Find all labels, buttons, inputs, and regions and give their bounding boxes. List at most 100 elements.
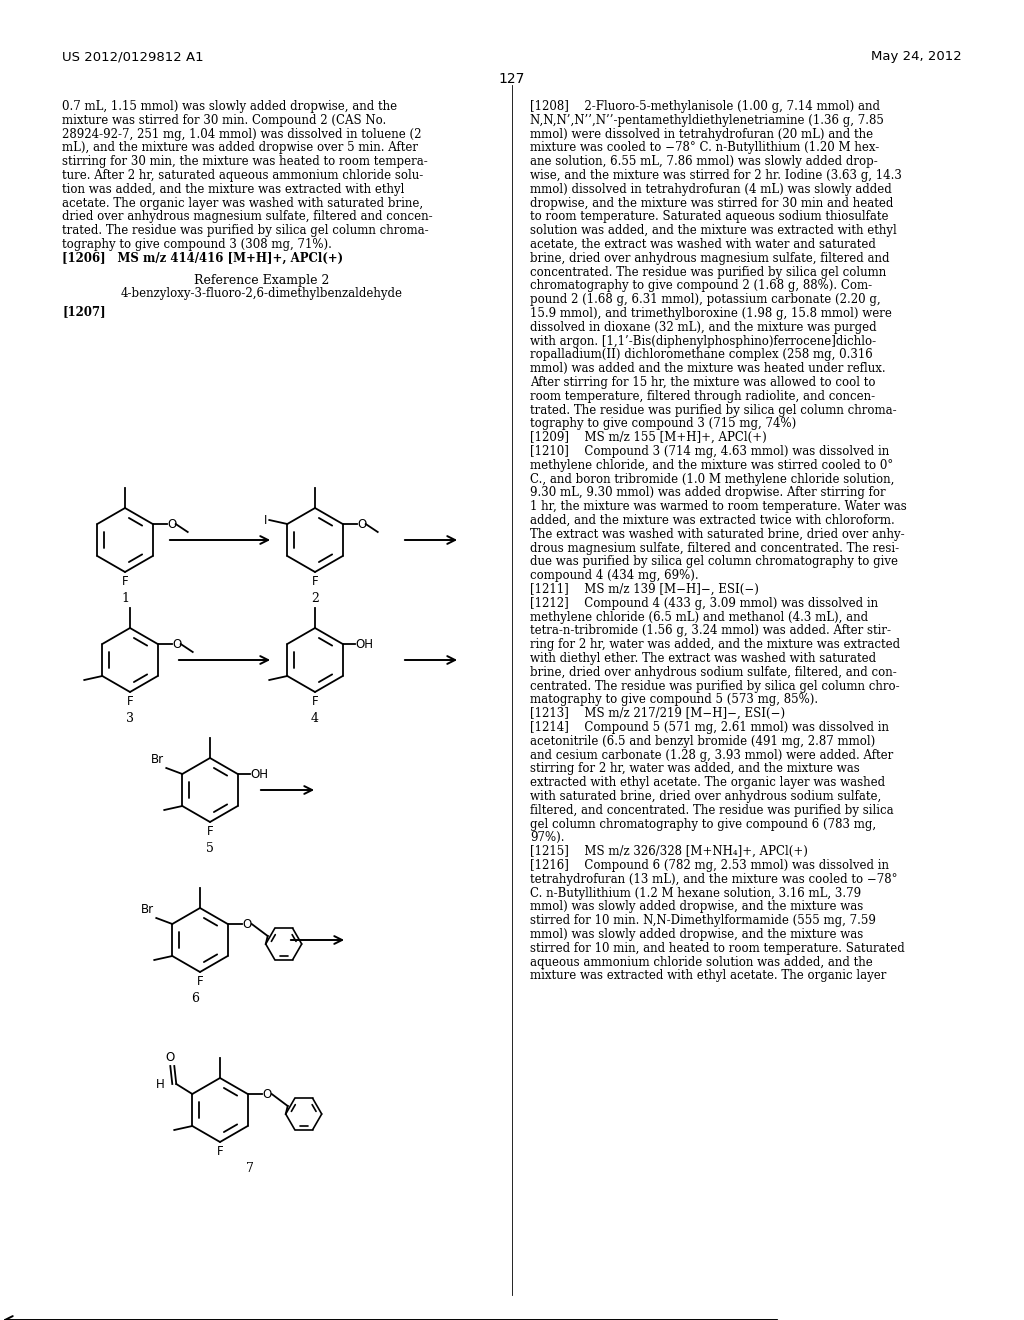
Text: After stirring for 15 hr, the mixture was allowed to cool to: After stirring for 15 hr, the mixture wa… <box>530 376 876 389</box>
Text: [1208]  2-Fluoro-5-methylanisole (1.00 g, 7.14 mmol) and: [1208] 2-Fluoro-5-methylanisole (1.00 g,… <box>530 100 880 114</box>
Text: OH: OH <box>251 767 268 780</box>
Text: with argon. [1,1’-Bis(diphenylphosphino)ferrocene]dichlo-: with argon. [1,1’-Bis(diphenylphosphino)… <box>530 334 877 347</box>
Text: tetra-n-tribromide (1.56 g, 3.24 mmol) was added. After stir-: tetra-n-tribromide (1.56 g, 3.24 mmol) w… <box>530 624 891 638</box>
Text: mL), and the mixture was added dropwise over 5 min. After: mL), and the mixture was added dropwise … <box>62 141 418 154</box>
Text: trated. The residue was purified by silica gel column chroma-: trated. The residue was purified by sili… <box>530 404 897 417</box>
Text: mixture was stirred for 30 min. Compound 2 (CAS No.: mixture was stirred for 30 min. Compound… <box>62 114 386 127</box>
Text: 97%).: 97%). <box>530 832 564 845</box>
Text: [1209]  MS m/z 155 [M+H]+, APCl(+): [1209] MS m/z 155 [M+H]+, APCl(+) <box>530 432 767 445</box>
Text: 9.30 mL, 9.30 mmol) was added dropwise. After stirring for: 9.30 mL, 9.30 mmol) was added dropwise. … <box>530 486 886 499</box>
Text: mmol) was added and the mixture was heated under reflux.: mmol) was added and the mixture was heat… <box>530 362 886 375</box>
Text: brine, dried over anhydrous sodium sulfate, filtered, and con-: brine, dried over anhydrous sodium sulfa… <box>530 665 897 678</box>
Text: brine, dried over anhydrous magnesium sulfate, filtered and: brine, dried over anhydrous magnesium su… <box>530 252 890 265</box>
Text: 4-benzyloxy-3-fluoro-2,6-dimethylbenzaldehyde: 4-benzyloxy-3-fluoro-2,6-dimethylbenzald… <box>121 288 403 301</box>
Text: wise, and the mixture was stirred for 2 hr. Iodine (3.63 g, 14.3: wise, and the mixture was stirred for 2 … <box>530 169 902 182</box>
Text: acetonitrile (6.5 and benzyl bromide (491 mg, 2.87 mmol): acetonitrile (6.5 and benzyl bromide (49… <box>530 735 876 748</box>
Text: [1206] MS m/z 414/416 [M+H]+, APCl(+): [1206] MS m/z 414/416 [M+H]+, APCl(+) <box>62 252 343 265</box>
Text: matography to give compound 5 (573 mg, 85%).: matography to give compound 5 (573 mg, 8… <box>530 693 818 706</box>
Text: [1211]  MS m/z 139 [M−H]−, ESI(−): [1211] MS m/z 139 [M−H]−, ESI(−) <box>530 583 759 597</box>
Text: F: F <box>122 576 128 587</box>
Text: filtered, and concentrated. The residue was purified by silica: filtered, and concentrated. The residue … <box>530 804 894 817</box>
Text: 1: 1 <box>121 591 129 605</box>
Text: acetate. The organic layer was washed with saturated brine,: acetate. The organic layer was washed wi… <box>62 197 423 210</box>
Text: O: O <box>166 1051 175 1064</box>
Text: O: O <box>263 1088 272 1101</box>
Text: 127: 127 <box>499 73 525 86</box>
Text: [1210]  Compound 3 (714 mg, 4.63 mmol) was dissolved in: [1210] Compound 3 (714 mg, 4.63 mmol) wa… <box>530 445 889 458</box>
Text: tetrahydrofuran (13 mL), and the mixture was cooled to −78°: tetrahydrofuran (13 mL), and the mixture… <box>530 873 897 886</box>
Text: F: F <box>311 696 318 708</box>
Text: methylene chloride, and the mixture was stirred cooled to 0°: methylene chloride, and the mixture was … <box>530 459 893 471</box>
Text: May 24, 2012: May 24, 2012 <box>871 50 962 63</box>
Text: ane solution, 6.55 mL, 7.86 mmol) was slowly added drop-: ane solution, 6.55 mL, 7.86 mmol) was sl… <box>530 156 878 168</box>
Text: F: F <box>197 975 204 987</box>
Text: 1 hr, the mixture was warmed to room temperature. Water was: 1 hr, the mixture was warmed to room tem… <box>530 500 906 513</box>
Text: dried over anhydrous magnesium sulfate, filtered and concen-: dried over anhydrous magnesium sulfate, … <box>62 210 432 223</box>
Text: F: F <box>311 576 318 587</box>
Text: tography to give compound 3 (715 mg, 74%): tography to give compound 3 (715 mg, 74%… <box>530 417 797 430</box>
Text: O: O <box>173 638 182 651</box>
Text: [1214]  Compound 5 (571 mg, 2.61 mmol) was dissolved in: [1214] Compound 5 (571 mg, 2.61 mmol) wa… <box>530 721 889 734</box>
Text: compound 4 (434 mg, 69%).: compound 4 (434 mg, 69%). <box>530 569 698 582</box>
Text: and cesium carbonate (1.28 g, 3.93 mmol) were added. After: and cesium carbonate (1.28 g, 3.93 mmol)… <box>530 748 893 762</box>
Text: F: F <box>207 825 213 838</box>
Text: O: O <box>168 517 177 531</box>
Text: O: O <box>357 517 367 531</box>
Text: room temperature, filtered through radiolite, and concen-: room temperature, filtered through radio… <box>530 389 876 403</box>
Text: due was purified by silica gel column chromatography to give: due was purified by silica gel column ch… <box>530 556 898 569</box>
Text: dropwise, and the mixture was stirred for 30 min and heated: dropwise, and the mixture was stirred fo… <box>530 197 893 210</box>
Text: to room temperature. Saturated aqueous sodium thiosulfate: to room temperature. Saturated aqueous s… <box>530 210 889 223</box>
Text: with saturated brine, dried over anhydrous sodium sulfate,: with saturated brine, dried over anhydro… <box>530 789 882 803</box>
Text: centrated. The residue was purified by silica gel column chro-: centrated. The residue was purified by s… <box>530 680 900 693</box>
Text: drous magnesium sulfate, filtered and concentrated. The resi-: drous magnesium sulfate, filtered and co… <box>530 541 899 554</box>
Text: aqueous ammonium chloride solution was added, and the: aqueous ammonium chloride solution was a… <box>530 956 872 969</box>
Text: [1215]  MS m/z 326/328 [M+NH₄]+, APCl(+): [1215] MS m/z 326/328 [M+NH₄]+, APCl(+) <box>530 845 808 858</box>
Text: C., and boron tribromide (1.0 M methylene chloride solution,: C., and boron tribromide (1.0 M methylen… <box>530 473 894 486</box>
Text: 4: 4 <box>311 711 319 725</box>
Text: concentrated. The residue was purified by silica gel column: concentrated. The residue was purified b… <box>530 265 886 279</box>
Text: with diethyl ether. The extract was washed with saturated: with diethyl ether. The extract was wash… <box>530 652 877 665</box>
Text: mmol) was slowly added dropwise, and the mixture was: mmol) was slowly added dropwise, and the… <box>530 928 863 941</box>
Text: mmol) was slowly added dropwise, and the mixture was: mmol) was slowly added dropwise, and the… <box>530 900 863 913</box>
Text: 7: 7 <box>246 1162 254 1175</box>
Text: tion was added, and the mixture was extracted with ethyl: tion was added, and the mixture was extr… <box>62 182 404 195</box>
Text: 0.7 mL, 1.15 mmol) was slowly added dropwise, and the: 0.7 mL, 1.15 mmol) was slowly added drop… <box>62 100 397 114</box>
Text: [1207]: [1207] <box>62 305 105 318</box>
Text: 6: 6 <box>191 993 199 1005</box>
Text: 3: 3 <box>126 711 134 725</box>
Text: added, and the mixture was extracted twice with chloroform.: added, and the mixture was extracted twi… <box>530 513 895 527</box>
Text: acetate, the extract was washed with water and saturated: acetate, the extract was washed with wat… <box>530 238 876 251</box>
Text: mmol) dissolved in tetrahydrofuran (4 mL) was slowly added: mmol) dissolved in tetrahydrofuran (4 mL… <box>530 182 892 195</box>
Text: 15.9 mmol), and trimethylboroxine (1.98 g, 15.8 mmol) were: 15.9 mmol), and trimethylboroxine (1.98 … <box>530 308 892 319</box>
Text: extracted with ethyl acetate. The organic layer was washed: extracted with ethyl acetate. The organi… <box>530 776 885 789</box>
Text: OH: OH <box>355 638 374 651</box>
Text: H: H <box>156 1077 164 1090</box>
Text: tography to give compound 3 (308 mg, 71%).: tography to give compound 3 (308 mg, 71%… <box>62 238 332 251</box>
Text: gel column chromatography to give compound 6 (783 mg,: gel column chromatography to give compou… <box>530 817 877 830</box>
Text: ropalladium(II) dichloromethane complex (258 mg, 0.316: ropalladium(II) dichloromethane complex … <box>530 348 872 362</box>
Text: chromatography to give compound 2 (1.68 g, 88%). Com-: chromatography to give compound 2 (1.68 … <box>530 280 872 293</box>
Text: solution was added, and the mixture was extracted with ethyl: solution was added, and the mixture was … <box>530 224 897 238</box>
Text: ring for 2 hr, water was added, and the mixture was extracted: ring for 2 hr, water was added, and the … <box>530 638 900 651</box>
Text: F: F <box>217 1144 223 1158</box>
Text: The extract was washed with saturated brine, dried over anhy-: The extract was washed with saturated br… <box>530 528 904 541</box>
Text: pound 2 (1.68 g, 6.31 mmol), potassium carbonate (2.20 g,: pound 2 (1.68 g, 6.31 mmol), potassium c… <box>530 293 881 306</box>
Text: ture. After 2 hr, saturated aqueous ammonium chloride solu-: ture. After 2 hr, saturated aqueous ammo… <box>62 169 423 182</box>
Text: stirring for 30 min, the mixture was heated to room tempera-: stirring for 30 min, the mixture was hea… <box>62 156 428 168</box>
Text: [1216]  Compound 6 (782 mg, 2.53 mmol) was dissolved in: [1216] Compound 6 (782 mg, 2.53 mmol) wa… <box>530 859 889 873</box>
Text: US 2012/0129812 A1: US 2012/0129812 A1 <box>62 50 204 63</box>
Text: N,N,N’,N’’,N’’-pentamethyldiethylenetriamine (1.36 g, 7.85: N,N,N’,N’’,N’’-pentamethyldiethylenetria… <box>530 114 884 127</box>
Text: 2: 2 <box>311 591 318 605</box>
Text: mixture was extracted with ethyl acetate. The organic layer: mixture was extracted with ethyl acetate… <box>530 969 887 982</box>
Text: mmol) were dissolved in tetrahydrofuran (20 mL) and the: mmol) were dissolved in tetrahydrofuran … <box>530 128 873 141</box>
Text: C. n-Butyllithium (1.2 M hexane solution, 3.16 mL, 3.79: C. n-Butyllithium (1.2 M hexane solution… <box>530 887 861 900</box>
Text: methylene chloride (6.5 mL) and methanol (4.3 mL), and: methylene chloride (6.5 mL) and methanol… <box>530 611 868 623</box>
Text: mixture was cooled to −78° C. n-Butyllithium (1.20 M hex-: mixture was cooled to −78° C. n-Butyllit… <box>530 141 880 154</box>
Text: F: F <box>127 696 133 708</box>
Text: 28924-92-7, 251 mg, 1.04 mmol) was dissolved in toluene (2: 28924-92-7, 251 mg, 1.04 mmol) was disso… <box>62 128 422 141</box>
Text: stirring for 2 hr, water was added, and the mixture was: stirring for 2 hr, water was added, and … <box>530 763 860 775</box>
Text: 5: 5 <box>206 842 214 855</box>
Text: stirred for 10 min, and heated to room temperature. Saturated: stirred for 10 min, and heated to room t… <box>530 941 905 954</box>
Text: trated. The residue was purified by silica gel column chroma-: trated. The residue was purified by sili… <box>62 224 429 238</box>
Text: [1213]  MS m/z 217/219 [M−H]−, ESI(−): [1213] MS m/z 217/219 [M−H]−, ESI(−) <box>530 708 785 721</box>
